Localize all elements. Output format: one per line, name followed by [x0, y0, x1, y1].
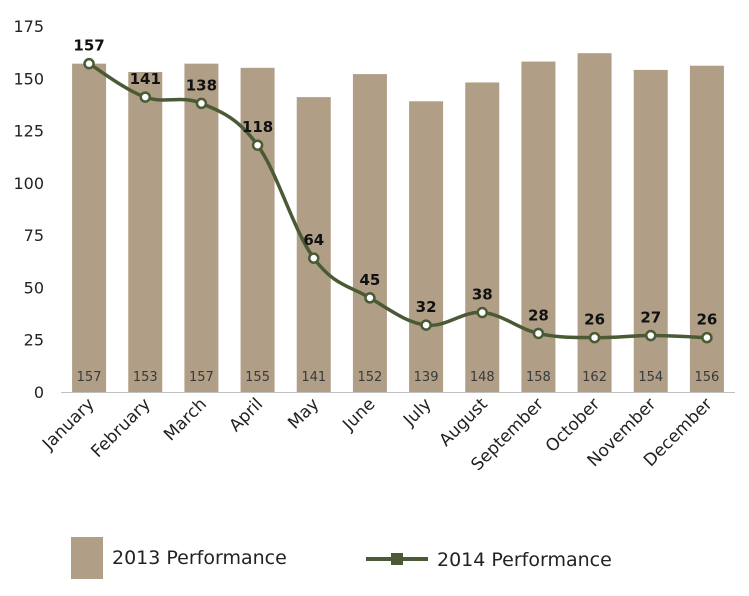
bar-value-label: 157	[189, 370, 214, 385]
x-tick-label: May	[284, 394, 323, 433]
line-value-label: 141	[130, 70, 161, 88]
bar-value-label: 141	[301, 370, 326, 385]
bar-value-label: 162	[582, 370, 607, 385]
bar-value-label: 148	[470, 370, 495, 385]
x-tick-label: February	[87, 394, 154, 461]
line-value-label: 26	[584, 311, 605, 329]
bar-2013	[633, 69, 668, 393]
bar-value-label: 158	[526, 370, 551, 385]
x-tick-label: April	[225, 394, 267, 436]
x-tick-label: August	[436, 394, 492, 450]
legend: 2013 Performance 2014 Performance	[71, 537, 612, 579]
bars	[72, 53, 724, 393]
x-tick-label: March	[160, 394, 211, 445]
y-tick-label: 50	[24, 278, 44, 297]
bar-2013	[184, 63, 219, 392]
y-tick-label: 100	[13, 174, 44, 193]
bar-2013	[72, 63, 107, 392]
point-labels: 157 141 138 118 64 45 32 38 28 26 27 26	[73, 37, 717, 329]
line-point	[532, 327, 545, 340]
line-value-label: 27	[640, 309, 661, 327]
y-tick-label: 75	[24, 226, 44, 245]
line-point	[476, 306, 488, 319]
bar-value-label: 139	[414, 370, 439, 385]
bar-2013	[128, 72, 163, 393]
legend-bar-swatch	[71, 537, 103, 579]
line-point	[420, 319, 432, 331]
bar-value-label: 152	[358, 370, 383, 385]
bar-2013	[296, 97, 331, 392]
bar-labels: 157 153 157 155 141 152 139 148 158 162 154 156	[77, 370, 720, 385]
line-point	[588, 331, 601, 344]
line-point	[83, 57, 95, 70]
line-value-label: 64	[303, 231, 324, 249]
line-value-label: 38	[472, 286, 493, 304]
line-point	[195, 97, 208, 110]
bar-2013	[352, 74, 387, 393]
x-tick-label: June	[338, 394, 379, 435]
x-tick-label: July	[399, 394, 435, 430]
line-point	[645, 329, 657, 342]
line-point	[251, 139, 264, 151]
bar-2013	[409, 101, 444, 392]
line-2014	[88, 62, 707, 340]
bar-2013	[240, 67, 275, 392]
bar-value-label: 156	[695, 370, 720, 385]
y-tick-label: 150	[13, 69, 44, 88]
line-series	[83, 57, 713, 344]
y-axis: 0 25 50 75 100 125 150 175	[13, 17, 44, 402]
bar-2013	[521, 61, 556, 392]
line-value-label: 26	[696, 311, 717, 329]
line-point	[364, 292, 376, 304]
bar-value-label: 153	[133, 370, 158, 385]
line-value-label: 138	[186, 76, 217, 94]
bar-value-label: 154	[638, 370, 663, 385]
line-point	[701, 331, 713, 344]
line-value-label: 118	[242, 118, 273, 136]
bar-value-label: 157	[77, 370, 102, 385]
line-value-label: 157	[73, 37, 104, 55]
y-tick-label: 25	[24, 331, 44, 350]
line-point	[139, 91, 151, 103]
legend-line-label: 2014 Performance	[437, 549, 612, 571]
y-tick-label: 0	[34, 383, 44, 402]
line-value-label: 32	[416, 298, 437, 316]
y-tick-label: 125	[13, 122, 44, 141]
bar-2013	[465, 82, 500, 393]
legend-line-marker	[391, 553, 403, 565]
line-value-label: 45	[359, 271, 380, 289]
y-tick-label: 175	[13, 17, 44, 36]
legend-bar-label: 2013 Performance	[112, 547, 287, 569]
line-value-label: 28	[528, 306, 549, 324]
bar-value-label: 155	[245, 370, 270, 385]
line-point	[308, 252, 320, 264]
